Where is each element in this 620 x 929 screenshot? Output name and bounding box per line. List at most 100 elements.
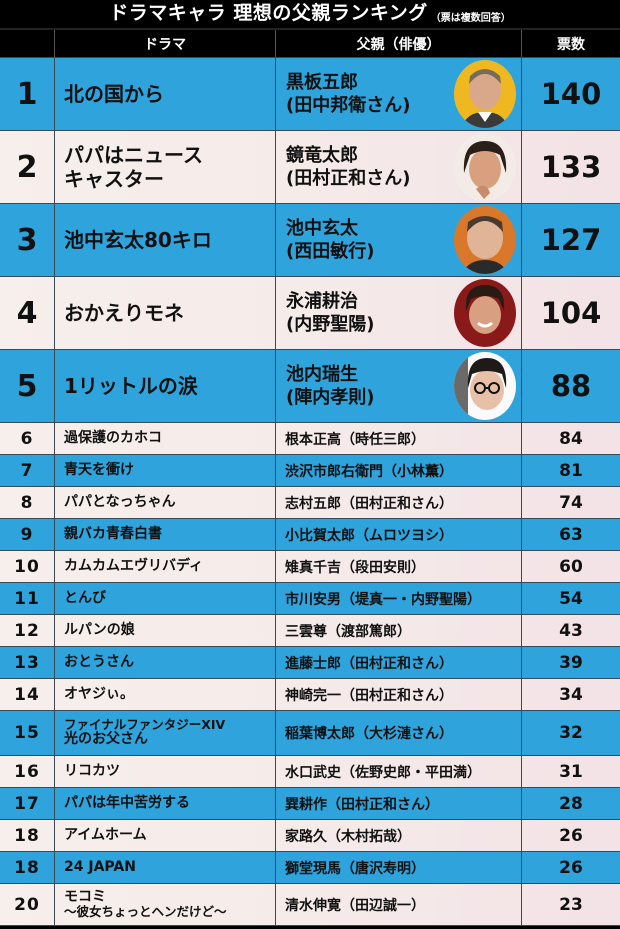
vote-count: 140 — [540, 77, 602, 111]
father-actor: 神崎完一（田村正和さん） — [276, 679, 522, 710]
rank: 1 — [0, 58, 55, 130]
drama-title: 過保護のカホコ — [55, 423, 276, 454]
rank: 16 — [0, 756, 55, 787]
table-row: 2 パパはニュース キャスター 鏡竜太郎 (田村正和さん) 133 — [0, 131, 620, 204]
rank: 15 — [0, 711, 55, 755]
drama-title: モコミ ～彼女ちょっとヘンだけど～ — [55, 884, 276, 925]
rank: 13 — [0, 647, 55, 678]
drama-title: 24 JAPAN — [55, 852, 276, 883]
table-row: 17 パパは年中苦労する 巽耕作（田村正和さん） 28 — [0, 788, 620, 820]
col-header-father: 父親（俳優） — [276, 30, 522, 57]
rank: 5 — [0, 350, 55, 422]
father-actor: 水口武史（佐野史郎・平田満） — [276, 756, 522, 787]
actor-photo — [454, 60, 516, 128]
drama-title: 青天を衝け — [55, 455, 276, 486]
table-row: 8 パパとなっちゃん 志村五郎（田村正和さん） 74 — [0, 487, 620, 519]
table-row: 7 青天を衝け 渋沢市郎右衛門（小林薫） 81 — [0, 455, 620, 487]
vote-count: 88 — [550, 369, 592, 403]
father-actor: 三雲尊（渡部篤郎） — [276, 615, 522, 646]
vote-count: 54 — [559, 588, 583, 609]
table-row: 15 ファイナルファンタジーXIV 光のお父さん 稲葉博太郎（大杉漣さん） 32 — [0, 711, 620, 756]
character-name: 池内瑞生 — [286, 363, 358, 385]
drama-title: 北の国から — [55, 58, 276, 130]
table-row: 5 1リットルの涙 池内瑞生 (陣内孝則) 88 — [0, 350, 620, 423]
father-cell: 池内瑞生 (陣内孝則) — [276, 350, 522, 422]
table-row: 1 北の国から 黒板五郎 (田中邦衛さん) 140 — [0, 58, 620, 131]
vote-count: 32 — [559, 723, 583, 743]
actor-photo — [454, 279, 516, 347]
drama-title: ルパンの娘 — [55, 615, 276, 646]
father-actor: 巽耕作（田村正和さん） — [276, 788, 522, 819]
actor-photo — [454, 133, 516, 201]
actor-name: (西田敏行) — [286, 241, 375, 262]
actor-photo — [454, 206, 516, 274]
table-row: 12 ルパンの娘 三雲尊（渡部篤郎） 43 — [0, 615, 620, 647]
vote-count: 63 — [559, 524, 583, 545]
table-row: 4 おかえりモネ 永浦耕治 (内野聖陽) 104 — [0, 277, 620, 350]
vote-count: 127 — [540, 223, 602, 257]
table-row: 3 池中玄太80キロ 池中玄太 (西田敏行) 127 — [0, 204, 620, 277]
father-cell: 鏡竜太郎 (田村正和さん) — [276, 131, 522, 203]
vote-count: 23 — [559, 894, 583, 915]
father-actor: 雉真千吉（段田安則） — [276, 551, 522, 582]
vote-count: 74 — [559, 492, 583, 513]
table-row: 13 おとうさん 進藤士郎（田村正和さん） 39 — [0, 647, 620, 679]
rank: 18 — [0, 820, 55, 851]
vote-count: 81 — [559, 460, 583, 481]
table-row: 14 オヤジぃ。 神崎完一（田村正和さん） 34 — [0, 679, 620, 711]
rank: 6 — [0, 423, 55, 454]
drama-title: 親バカ青春白書 — [55, 519, 276, 550]
vote-count: 104 — [540, 296, 602, 330]
actor-name: (田中邦衛さん) — [286, 95, 411, 116]
rank: 12 — [0, 615, 55, 646]
actor-name: (陣内孝則) — [286, 387, 375, 408]
table-header: ドラマ 父親（俳優） 票数 — [0, 30, 620, 58]
vote-count: 26 — [559, 825, 583, 846]
drama-title: 1リットルの涙 — [55, 350, 276, 422]
drama-title: パパとなっちゃん — [55, 487, 276, 518]
table-row: 16 リコカツ 水口武史（佐野史郎・平田満） 31 — [0, 756, 620, 788]
father-cell: 永浦耕治 (内野聖陽) — [276, 277, 522, 349]
father-actor: 渋沢市郎右衛門（小林薫） — [276, 455, 522, 486]
drama-title: オヤジぃ。 — [55, 679, 276, 710]
vote-count: 60 — [559, 556, 583, 577]
rank: 7 — [0, 455, 55, 486]
drama-title: ファイナルファンタジーXIV 光のお父さん — [55, 711, 276, 755]
ranking-table: ドラマ 父親（俳優） 票数 1 北の国から 黒板五郎 (田中邦衛さん) 140 2… — [0, 28, 620, 926]
col-header-rank — [0, 30, 55, 57]
father-cell: 黒板五郎 (田中邦衛さん) — [276, 58, 522, 130]
vote-count: 31 — [559, 761, 583, 782]
actor-name: (田村正和さん) — [286, 168, 411, 189]
vote-count: 26 — [559, 857, 583, 878]
table-row: 18 アイムホーム 家路久（木村拓哉） 26 — [0, 820, 620, 852]
vote-count: 28 — [559, 793, 583, 814]
actor-photo — [454, 352, 516, 420]
character-name: 黒板五郎 — [286, 71, 358, 93]
page-title: ドラマキャラ 理想の父親ランキング — [109, 2, 428, 24]
father-actor: 稲葉博太郎（大杉漣さん） — [276, 711, 522, 755]
table-row: 20 モコミ ～彼女ちょっとヘンだけど～ 清水伸寛（田辺誠一） 23 — [0, 884, 620, 926]
table-row: 9 親バカ青春白書 小比賀太郎（ムロツヨシ） 63 — [0, 519, 620, 551]
character-name: 永浦耕治 — [286, 290, 358, 312]
actor-name: (内野聖陽) — [286, 314, 375, 335]
title-bar: ドラマキャラ 理想の父親ランキング （票は複数回答） — [0, 0, 620, 28]
drama-title: パパは年中苦労する — [55, 788, 276, 819]
rank: 17 — [0, 788, 55, 819]
father-actor: 清水伸寛（田辺誠一） — [276, 884, 522, 925]
rank: 20 — [0, 884, 55, 925]
rank: 9 — [0, 519, 55, 550]
drama-title: おかえりモネ — [55, 277, 276, 349]
character-name: 鏡竜太郎 — [286, 144, 358, 166]
character-name: 池中玄太 — [286, 217, 358, 239]
rank: 3 — [0, 204, 55, 276]
rank: 4 — [0, 277, 55, 349]
drama-title: おとうさん — [55, 647, 276, 678]
rank: 8 — [0, 487, 55, 518]
father-actor: 家路久（木村拓哉） — [276, 820, 522, 851]
drama-title: パパはニュース キャスター — [55, 131, 276, 203]
vote-count: 84 — [559, 428, 583, 449]
vote-count: 39 — [559, 652, 583, 673]
col-header-votes: 票数 — [557, 36, 585, 53]
drama-title: とんび — [55, 583, 276, 614]
father-actor: 市川安男（堤真一・内野聖陽） — [276, 583, 522, 614]
